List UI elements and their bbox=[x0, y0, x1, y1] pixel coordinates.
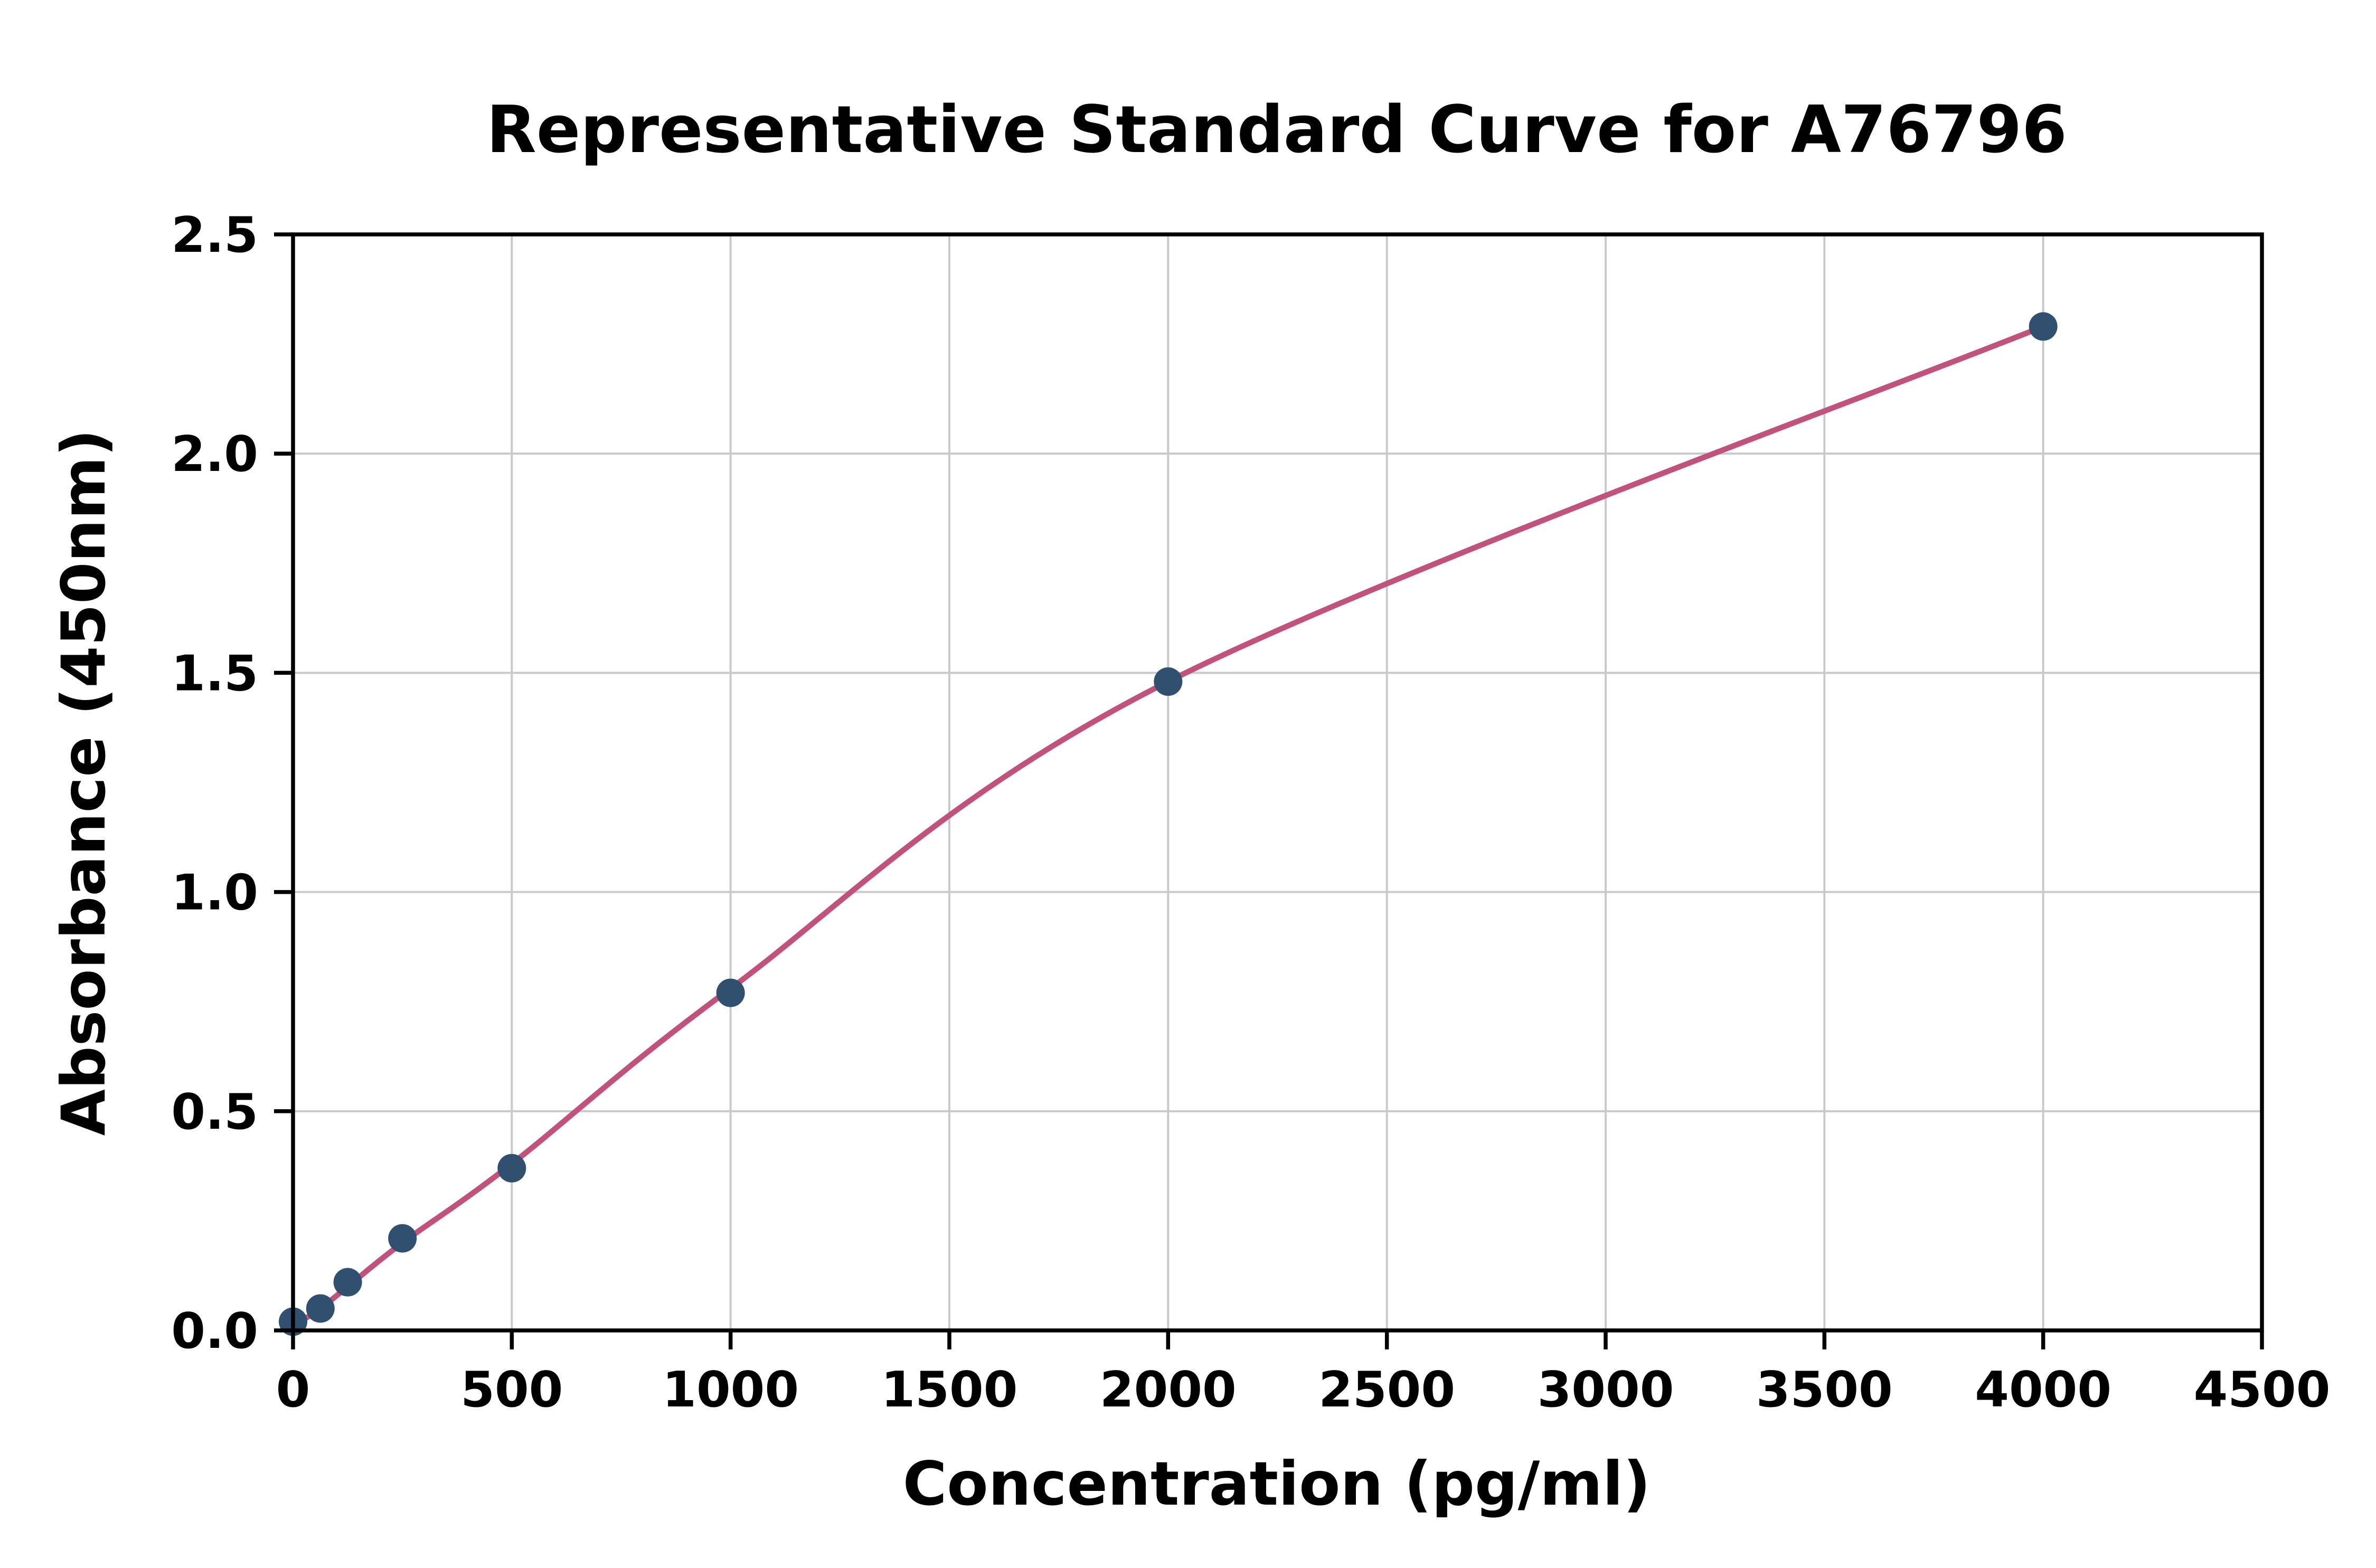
data-point bbox=[306, 1294, 335, 1323]
y-tick-label: 1.0 bbox=[171, 864, 258, 921]
x-tick-label: 4500 bbox=[2194, 1361, 2331, 1418]
x-tick-label: 2000 bbox=[1100, 1361, 1237, 1418]
data-point bbox=[716, 978, 745, 1007]
x-tick-label: 500 bbox=[460, 1361, 563, 1418]
data-point bbox=[497, 1154, 526, 1183]
plot-border bbox=[291, 232, 2264, 1333]
data-point bbox=[2029, 312, 2058, 341]
y-tick-label: 2.0 bbox=[171, 426, 258, 483]
y-tick-label: 0.5 bbox=[171, 1083, 258, 1140]
x-tick-label: 3000 bbox=[1538, 1361, 1674, 1418]
x-tick-label: 1500 bbox=[881, 1361, 1018, 1418]
y-axis-label: Absorbance (450nm) bbox=[49, 429, 119, 1136]
grid bbox=[292, 233, 2263, 1331]
x-tick-label: 4000 bbox=[1975, 1361, 2111, 1418]
y-tick-label: 2.5 bbox=[171, 206, 258, 263]
x-tick-label: 2500 bbox=[1318, 1361, 1455, 1418]
axes-layer bbox=[291, 232, 2264, 1333]
y-tick-label: 1.5 bbox=[171, 645, 258, 702]
x-axis-label: Concentration (pg/ml) bbox=[903, 1449, 1651, 1519]
y-tick-label: 0.0 bbox=[171, 1302, 258, 1359]
x-tick-label: 0 bbox=[276, 1361, 310, 1418]
chart-title: Representative Standard Curve for A76796 bbox=[486, 92, 2067, 168]
ticks-layer: 0 500 1000 1500 2000 2500 3000 3500 4000 4500 0.0 0… bbox=[171, 206, 2330, 1418]
x-tick-label: 3500 bbox=[1756, 1361, 1893, 1418]
data-point bbox=[1154, 667, 1183, 696]
data-point bbox=[333, 1268, 362, 1297]
x-tick-label: 1000 bbox=[662, 1361, 799, 1418]
data-point bbox=[388, 1224, 417, 1253]
